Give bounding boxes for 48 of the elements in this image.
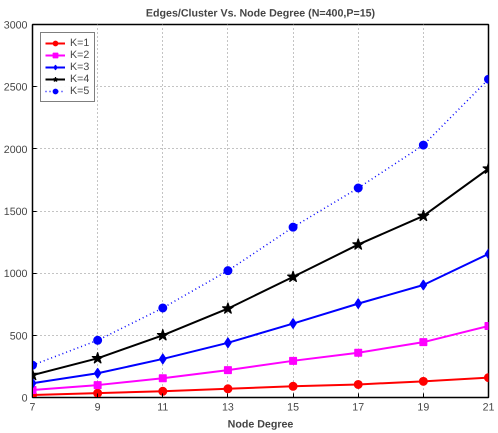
legend-label: K=5 — [70, 85, 90, 97]
y-tick-label: 1500 — [4, 206, 28, 218]
point — [288, 382, 298, 391]
point — [288, 222, 298, 232]
point — [352, 238, 364, 250]
point — [223, 266, 232, 276]
y-tick-label: 3000 — [4, 20, 28, 32]
point — [223, 384, 232, 394]
y-tick-label: 2000 — [4, 144, 28, 156]
point — [156, 328, 169, 341]
x-tick-label: 21 — [482, 402, 494, 414]
point — [354, 184, 363, 192]
legend-label: K=1 — [70, 37, 90, 49]
point — [354, 380, 363, 389]
point — [417, 209, 430, 222]
y-tick-label: 500 — [10, 330, 28, 342]
y-tick-label: 2500 — [4, 82, 28, 94]
x-tick-label: 17 — [352, 402, 364, 414]
point — [91, 352, 104, 364]
point — [354, 348, 362, 357]
point — [418, 140, 428, 150]
x-tick-label: 9 — [94, 402, 101, 414]
point — [93, 388, 102, 398]
legend-label: K=4 — [70, 73, 90, 85]
point — [93, 336, 102, 345]
point — [94, 381, 102, 390]
x-tick-label: 19 — [417, 402, 430, 414]
point — [289, 356, 298, 365]
point — [354, 298, 362, 310]
point — [222, 302, 234, 314]
point — [158, 353, 167, 364]
y-tick-label: 0 — [22, 392, 28, 404]
x-tick-label: 7 — [30, 402, 36, 414]
point — [418, 376, 428, 386]
chart-title: Edges/Cluster Vs. Node Degree (N=400,P=15) — [146, 8, 376, 20]
point — [158, 303, 168, 312]
x-axis-title: Node Degree — [228, 418, 294, 430]
legend-label: K=2 — [70, 49, 90, 61]
legend-label: K=3 — [70, 61, 90, 73]
point — [158, 386, 168, 396]
y-tick-label: 1000 — [4, 268, 28, 280]
x-tick-label: 11 — [157, 402, 168, 414]
point — [419, 338, 428, 346]
x-tick-label: 15 — [287, 402, 300, 414]
point — [224, 366, 232, 374]
point — [286, 270, 300, 282]
x-tick-label: 13 — [222, 402, 234, 414]
point — [158, 374, 167, 382]
